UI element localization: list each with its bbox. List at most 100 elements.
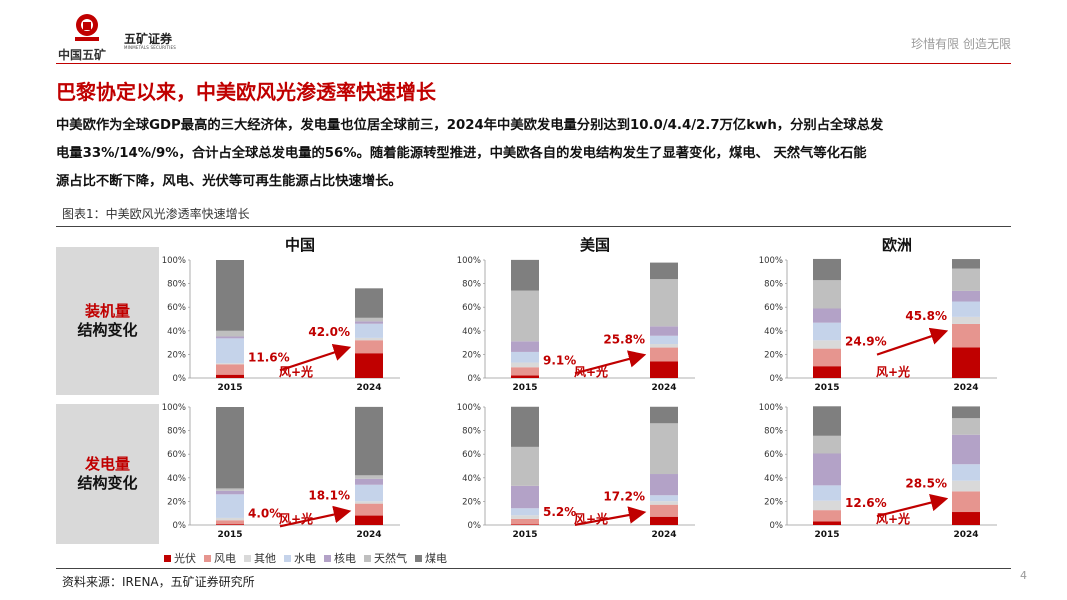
bar-segment-风电	[952, 491, 980, 513]
bar-segment-水电	[216, 338, 244, 364]
bar-segment-其他	[216, 517, 244, 521]
wind-solar-label: 风+光	[279, 511, 313, 526]
bar-segment-核电	[813, 308, 841, 323]
logo-brand-name: 五矿证券	[124, 32, 173, 46]
x-tick-label: 2015	[217, 530, 242, 540]
y-tick-label: 40%	[764, 474, 783, 484]
bar-segment-风电	[650, 347, 678, 362]
bar-segment-煤电	[650, 262, 678, 280]
bar-segment-天然气	[511, 290, 539, 342]
row-label-line1: 发电量	[84, 455, 130, 473]
legend-item: 水电	[284, 550, 316, 566]
bar-segment-煤电	[813, 406, 841, 436]
bar-segment-其他	[216, 363, 244, 365]
bar-segment-煤电	[355, 288, 383, 318]
chart-title: 中国	[285, 236, 315, 254]
trend-arrow	[876, 494, 949, 518]
bar-segment-水电	[511, 351, 539, 363]
bar-segment-风电	[355, 340, 383, 354]
y-tick-label: 80%	[764, 280, 783, 290]
data-label-2015: 5.2%	[543, 505, 576, 519]
bar-segment-光伏	[216, 374, 244, 378]
summary-paragraph: 中美欧作为全球GDP最高的三大经济体，发电量也位居全球前三，2024年中美欧发电…	[56, 112, 1016, 196]
legend-swatch	[164, 554, 171, 562]
slogan: 珍惜有限 创造无限	[911, 37, 1011, 51]
legend-item: 其他	[244, 550, 276, 566]
y-tick-label: 20%	[462, 350, 481, 360]
x-tick-label: 2024	[356, 530, 381, 540]
bar-segment-光伏	[216, 524, 244, 525]
bar-segment-风电	[650, 504, 678, 517]
y-tick-label: 60%	[167, 450, 186, 460]
bar-segment-风电	[813, 510, 841, 522]
y-tick-label: 20%	[167, 350, 186, 360]
data-label-2024: 42.0%	[308, 325, 350, 339]
legend-label: 其他	[254, 552, 276, 565]
bar-segment-水电	[813, 322, 841, 341]
legend-label: 天然气	[374, 552, 407, 565]
x-tick-label: 2024	[356, 383, 381, 393]
bar-segment-煤电	[813, 258, 841, 281]
bar-segment-天然气	[952, 268, 980, 291]
bar-segment-风电	[952, 323, 980, 348]
y-tick-label: 0%	[468, 374, 482, 384]
logo-company-name: 中国五矿	[58, 48, 107, 62]
bar-segment-天然气	[355, 317, 383, 322]
y-tick-label: 0%	[468, 521, 482, 531]
bar-segment-其他	[511, 362, 539, 368]
y-tick-label: 60%	[764, 450, 783, 460]
data-label-2015: 24.9%	[845, 335, 887, 349]
bar-segment-风电	[511, 518, 539, 525]
data-label-2024: 17.2%	[603, 490, 645, 504]
bar-segment-水电	[650, 335, 678, 345]
bar-segment-光伏	[650, 516, 678, 525]
chart-title: 美国	[580, 236, 610, 254]
x-tick-label: 2015	[814, 530, 839, 540]
page-title: 巴黎协定以来，中美欧风光渗透率快速增长	[56, 80, 436, 104]
y-tick-label: 80%	[167, 427, 186, 437]
data-label-2024: 25.8%	[603, 333, 645, 347]
bar-segment-煤电	[650, 406, 678, 424]
legend-swatch	[284, 554, 291, 562]
bar-segment-核电	[511, 485, 539, 509]
trend-arrow	[279, 344, 352, 372]
legend-item: 风电	[204, 550, 236, 566]
bar-segment-水电	[355, 323, 383, 338]
x-tick-label: 2015	[814, 383, 839, 393]
bar-segment-核电	[216, 336, 244, 339]
bar-segment-水电	[355, 484, 383, 502]
legend-item: 光伏	[164, 550, 196, 566]
bar-segment-核电	[650, 474, 678, 496]
bar-segment-光伏	[813, 366, 841, 378]
bar-segment-天然气	[813, 435, 841, 454]
bar-segment-核电	[216, 490, 244, 495]
legend-item: 天然气	[364, 550, 407, 566]
bar-segment-水电	[216, 494, 244, 518]
y-tick-label: 80%	[764, 427, 783, 437]
x-tick-label: 2024	[651, 530, 676, 540]
y-tick-label: 20%	[764, 350, 783, 360]
x-tick-label: 2015	[512, 383, 537, 393]
bar-segment-其他	[511, 515, 539, 519]
bar-segment-天然气	[650, 423, 678, 475]
data-label-2024: 45.8%	[905, 309, 947, 323]
figure-label: 图表1：中美欧风光渗透率快速增长	[62, 207, 250, 221]
y-tick-label: 0%	[173, 374, 187, 384]
y-tick-label: 20%	[167, 497, 186, 507]
row-label-line1: 装机量	[84, 302, 130, 320]
legend-label: 水电	[294, 552, 316, 565]
wind-solar-label: 风+光	[574, 364, 608, 379]
x-tick-label: 2015	[512, 530, 537, 540]
paragraph-line: 源占比不断下降，风电、光伏等可再生能源占比快速增长。	[56, 174, 402, 189]
bar-segment-天然气	[216, 330, 244, 337]
trend-arrow	[574, 350, 647, 375]
bar-segment-煤电	[216, 260, 244, 331]
footer-divider	[56, 568, 1011, 569]
bar-segment-水电	[952, 464, 980, 481]
bar-segment-风电	[813, 348, 841, 367]
y-tick-label: 60%	[462, 303, 481, 313]
bar-segment-核电	[355, 478, 383, 485]
paragraph-line: 中美欧作为全球GDP最高的三大经济体，发电量也位居全球前三，2024年中美欧发电…	[56, 118, 884, 133]
bar-segment-光伏	[355, 515, 383, 525]
